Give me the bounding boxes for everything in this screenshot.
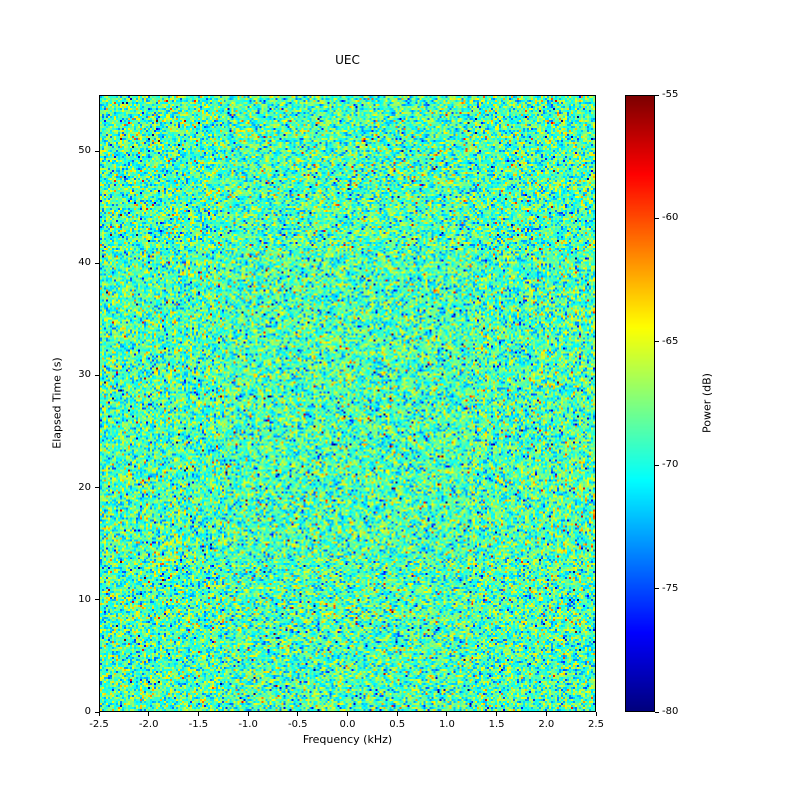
x-tick-mark — [496, 712, 498, 716]
colorbar-tick-mark — [655, 588, 659, 590]
colorbar-tick-mark — [655, 341, 659, 343]
x-tick-mark — [396, 712, 398, 716]
x-tick-label: -2.0 — [138, 719, 159, 730]
x-tick-mark — [595, 712, 597, 716]
x-tick-mark — [197, 712, 199, 716]
x-tick-mark — [98, 712, 100, 716]
y-tick-label: 30 — [78, 369, 91, 381]
colorbar-tick-label: -80 — [662, 706, 679, 717]
y-tick-label: 10 — [78, 593, 91, 605]
x-tick-label: -1.0 — [238, 719, 258, 730]
x-tick-mark — [297, 712, 299, 716]
colorbar-label: Power (dB) — [700, 373, 714, 433]
x-tick-mark — [247, 712, 249, 716]
y-tick-mark — [95, 711, 99, 713]
y-tick-mark — [95, 599, 99, 601]
colorbar-tick-label: -70 — [662, 459, 679, 471]
colorbar-tick-label: -75 — [662, 582, 679, 594]
x-tick-label: -1.5 — [188, 719, 209, 730]
colorbar-gradient-canvas — [626, 96, 654, 711]
y-tick-label: 50 — [78, 145, 91, 157]
colorbar-tick-mark — [655, 94, 659, 96]
x-tick-label: 2.0 — [538, 719, 555, 730]
x-axis-label: Frequency (kHz) — [302, 733, 393, 746]
x-tick-mark — [148, 712, 150, 716]
x-tick-label: 1.5 — [488, 719, 505, 730]
x-tick-label: -2.5 — [89, 719, 109, 730]
colorbar-tick-mark — [655, 464, 659, 466]
y-tick-label: 0 — [84, 706, 91, 717]
x-tick-label: 0.0 — [339, 719, 356, 730]
x-tick-mark — [446, 712, 448, 716]
spectrogram-plot-area — [99, 95, 596, 712]
y-tick-mark — [95, 374, 99, 376]
colorbar-tick-label: -65 — [662, 335, 679, 347]
x-tick-label: 1.0 — [438, 719, 455, 730]
colorbar — [625, 95, 655, 712]
y-tick-mark — [95, 150, 99, 152]
plot-title: UEC — [335, 53, 360, 67]
x-tick-label: 0.5 — [389, 719, 406, 730]
colorbar-tick-mark — [655, 217, 659, 219]
y-tick-label: 20 — [78, 481, 91, 493]
x-tick-mark — [545, 712, 547, 716]
y-tick-mark — [95, 487, 99, 489]
x-tick-label: -0.5 — [288, 719, 308, 730]
x-tick-mark — [347, 712, 348, 716]
colorbar-tick-mark — [655, 711, 659, 713]
y-tick-label: 40 — [78, 257, 91, 269]
y-tick-mark — [95, 262, 99, 264]
colorbar-tick-label: -60 — [662, 212, 679, 224]
spectrogram-heatmap-canvas — [100, 96, 595, 711]
colorbar-tick-label: -55 — [662, 89, 679, 100]
x-tick-label: 2.5 — [588, 719, 604, 730]
